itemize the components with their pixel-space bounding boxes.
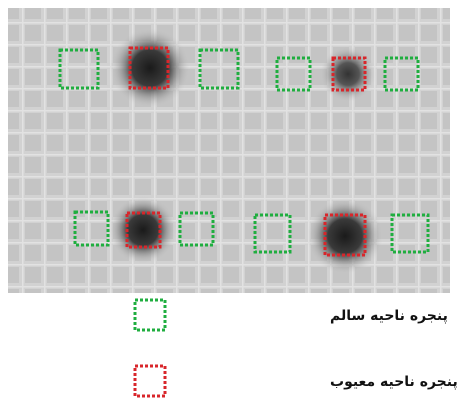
legend: پنجره ناحیه سالم پنجره ناحیه معیوب — [133, 298, 458, 398]
legend-swatch — [133, 364, 167, 398]
healthy-window — [275, 56, 312, 92]
defect-window — [323, 213, 367, 257]
windows — [58, 46, 430, 257]
legend-swatch — [133, 298, 167, 332]
defect-window — [128, 46, 170, 90]
defect-window — [125, 211, 162, 249]
healthy-window — [178, 211, 215, 247]
legend-label: پنجره ناحیه معیوب — [330, 374, 458, 390]
defect-window — [331, 56, 367, 92]
healthy-window — [73, 210, 110, 247]
healthy-window — [390, 213, 430, 254]
healthy-window — [58, 48, 100, 90]
healthy-window — [253, 213, 292, 254]
legend-label: پنجره ناحیه سالم — [330, 308, 448, 324]
healthy-window — [383, 56, 420, 92]
thermal-image — [8, 8, 450, 293]
healthy-window — [198, 48, 240, 90]
